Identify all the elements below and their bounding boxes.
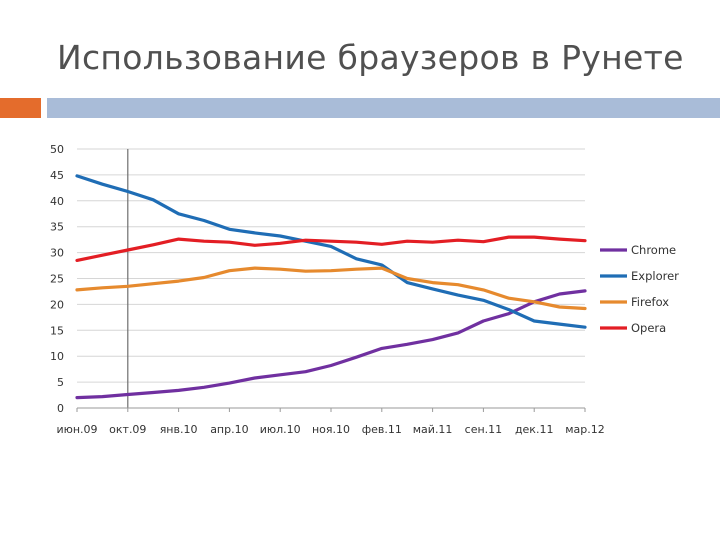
legend-label-chrome: Chrome bbox=[631, 243, 676, 257]
accent-square bbox=[0, 98, 41, 118]
series-line-firefox bbox=[75, 266, 587, 311]
y-tick-label: 35 bbox=[50, 221, 64, 234]
series-lines bbox=[75, 174, 587, 400]
x-tick-label: ноя.10 bbox=[312, 423, 350, 436]
y-tick-label: 10 bbox=[50, 350, 64, 363]
accent-bar bbox=[47, 98, 720, 118]
slide-title: Использование браузеров в Рунете bbox=[57, 38, 684, 77]
x-tick-label: мар.12 bbox=[565, 423, 605, 436]
x-tick-label: дек.11 bbox=[515, 423, 554, 436]
series-line-explorer bbox=[75, 174, 587, 329]
x-tick-label: янв.10 bbox=[160, 423, 198, 436]
legend-label-firefox: Firefox bbox=[631, 295, 669, 309]
y-tick-label: 20 bbox=[50, 298, 64, 311]
legend-label-explorer: Explorer bbox=[631, 269, 679, 283]
y-tick-label: 5 bbox=[57, 376, 64, 389]
y-tick-label: 50 bbox=[50, 143, 64, 156]
x-tick-label: окт.09 bbox=[109, 423, 146, 436]
x-tick-label: апр.10 bbox=[210, 423, 248, 436]
y-tick-label: 15 bbox=[50, 324, 64, 337]
series-line-opera bbox=[75, 235, 587, 262]
x-tick-label: сен.11 bbox=[465, 423, 503, 436]
axes: 0 5 10 15 20 25 30 35 40 45 50 июн.09 окт.09 янв.10 ап… bbox=[50, 143, 605, 436]
x-tick-label: май.11 bbox=[413, 423, 453, 436]
legend: Chrome Explorer Firefox Opera bbox=[600, 243, 679, 335]
x-tick-label: июл.10 bbox=[260, 423, 301, 436]
y-tick-label: 25 bbox=[50, 273, 64, 286]
x-tick-label: июн.09 bbox=[56, 423, 97, 436]
y-tick-label: 45 bbox=[50, 169, 64, 182]
x-tick-label: фев.11 bbox=[362, 423, 402, 436]
series-line-chrome bbox=[75, 289, 587, 400]
y-tick-label: 0 bbox=[57, 402, 64, 415]
y-tick-label: 30 bbox=[50, 247, 64, 260]
y-tick-label: 40 bbox=[50, 195, 64, 208]
grid-lines bbox=[77, 148, 585, 383]
legend-label-opera: Opera bbox=[631, 321, 666, 335]
